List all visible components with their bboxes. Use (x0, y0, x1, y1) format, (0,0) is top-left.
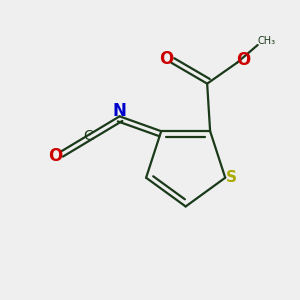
Text: C: C (83, 129, 93, 143)
Text: N: N (113, 102, 127, 120)
Text: O: O (159, 50, 173, 68)
Text: S: S (226, 170, 237, 185)
Text: CH₃: CH₃ (257, 35, 276, 46)
Text: O: O (236, 51, 250, 69)
Text: O: O (48, 147, 62, 165)
